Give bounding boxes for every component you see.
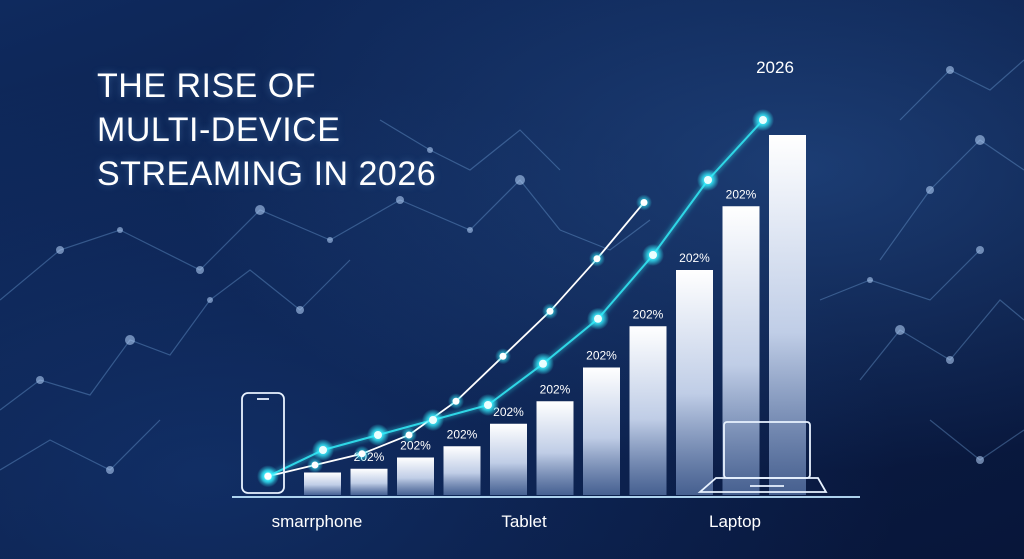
laptop-icon <box>697 421 828 493</box>
trend-point <box>374 431 382 439</box>
bar-data-label: 202% <box>679 251 710 265</box>
trend-point <box>649 251 657 259</box>
trend-point <box>358 450 366 458</box>
trend-point <box>546 307 554 315</box>
smartphone-icon <box>241 392 285 494</box>
bar-data-label: 202% <box>493 405 524 419</box>
bar <box>536 401 574 495</box>
year-label: 2026 <box>756 58 794 77</box>
trend-point <box>429 416 437 424</box>
bar <box>304 472 341 495</box>
bar-data-label: 202% <box>586 349 617 363</box>
bar <box>350 468 388 495</box>
bar <box>722 206 760 495</box>
trend-point <box>759 116 767 124</box>
trend-point <box>594 314 602 323</box>
trend-point <box>640 199 648 206</box>
trend-point <box>405 431 413 439</box>
bar <box>397 457 434 495</box>
bar-data-label: 202% <box>540 382 571 396</box>
bar <box>490 423 527 495</box>
trend-point <box>311 461 319 469</box>
title-line: STREAMING IN 2026 <box>97 155 437 193</box>
category-label: smarrphone <box>272 512 363 531</box>
trend-point <box>264 472 272 480</box>
trend-point <box>499 352 507 360</box>
bar <box>583 367 620 495</box>
bar-data-label: 202% <box>447 427 478 441</box>
bar <box>443 446 481 495</box>
bar <box>769 135 806 495</box>
bar-data-label: 202% <box>633 307 664 321</box>
category-label: Tablet <box>501 512 547 531</box>
trend-point <box>539 359 547 368</box>
trend-point <box>593 255 601 263</box>
network-nodes-decoration <box>36 66 985 474</box>
trend-point <box>484 401 492 409</box>
bar <box>676 270 713 495</box>
title-line: THE RISE OF <box>97 67 316 105</box>
bar-data-label: 202% <box>726 187 757 201</box>
trend-point <box>704 176 712 184</box>
title-line: MULTI-DEVICE <box>97 111 341 149</box>
bar <box>629 326 667 495</box>
trend-point <box>452 397 460 405</box>
trend-line-primary <box>267 119 764 478</box>
page-title: THE RISE OF MULTI-DEVICE STREAMING IN 20… <box>97 64 537 196</box>
category-label: Laptop <box>709 512 761 531</box>
trend-point <box>319 446 327 454</box>
